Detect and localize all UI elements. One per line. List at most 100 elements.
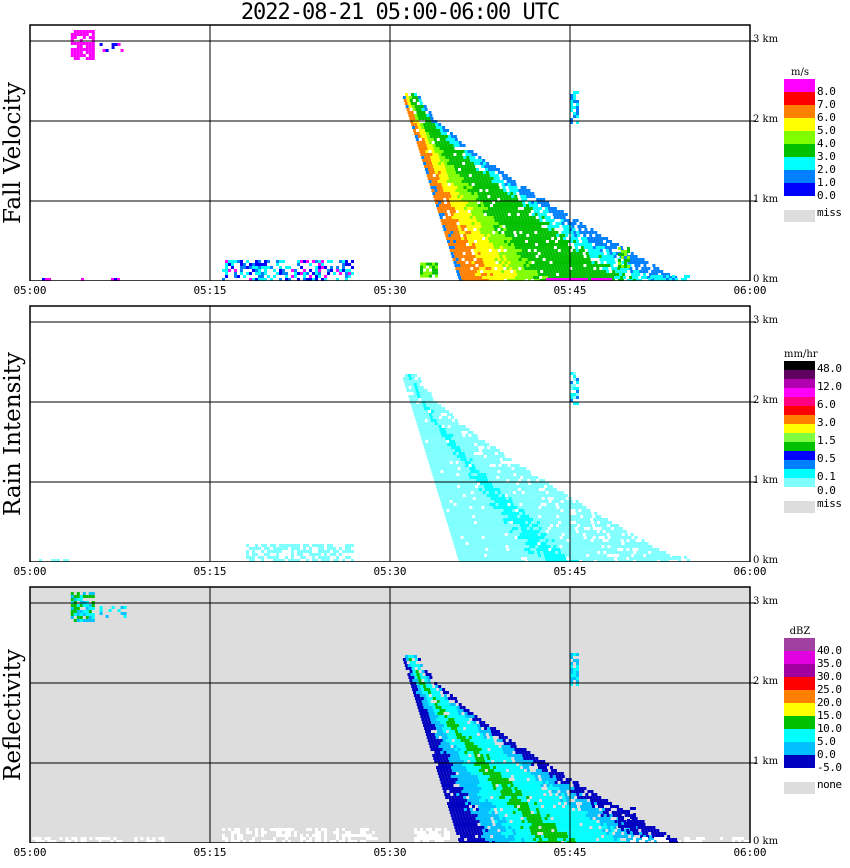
data-cell <box>432 425 436 428</box>
data-cell <box>424 718 428 721</box>
data-cell <box>412 380 416 383</box>
data-cell <box>500 500 504 503</box>
data-cell <box>600 278 603 281</box>
data-cell <box>530 228 534 231</box>
data-cell <box>457 428 461 431</box>
data-cell <box>466 264 470 267</box>
data-cell <box>572 539 576 542</box>
data-cell <box>309 278 312 281</box>
data-cell <box>496 488 500 491</box>
data-cell <box>622 255 626 258</box>
data-cell <box>525 231 529 234</box>
data-cell <box>484 527 488 530</box>
data-cell <box>521 530 525 533</box>
data-cell <box>461 733 465 736</box>
data-cell <box>528 201 532 204</box>
data-cell <box>459 521 462 524</box>
data-cell <box>479 500 483 503</box>
x-tick-label: 05:45 <box>553 565 587 578</box>
data-cell <box>585 278 588 281</box>
data-cell <box>494 479 498 482</box>
data-cell <box>468 715 472 718</box>
data-cell <box>463 554 467 557</box>
data-cell <box>522 542 526 545</box>
data-cell <box>539 237 543 240</box>
data-cell <box>565 273 569 276</box>
data-cell <box>79 54 83 57</box>
data-cell <box>475 476 479 479</box>
data-cell <box>418 428 422 431</box>
data-cell <box>546 278 549 281</box>
data-cell <box>483 240 486 243</box>
data-cell <box>447 231 451 234</box>
data-cell <box>429 416 433 419</box>
data-cell <box>540 533 544 536</box>
data-cell <box>603 533 607 536</box>
data-cell <box>462 231 466 234</box>
data-cell <box>571 527 575 530</box>
data-cell <box>454 428 458 431</box>
data-cell <box>456 183 460 186</box>
legend-label: 3.0 <box>817 416 836 429</box>
data-cell <box>474 715 478 718</box>
data-cell <box>450 162 454 165</box>
data-cell <box>549 494 553 497</box>
data-cell <box>627 261 631 264</box>
data-cell <box>570 118 573 121</box>
data-cell <box>418 147 422 150</box>
data-cell <box>436 186 440 189</box>
data-cell <box>594 542 598 545</box>
data-cell <box>539 267 543 270</box>
data-cell <box>533 267 537 270</box>
data-cell <box>522 201 526 204</box>
data-cell <box>471 201 475 204</box>
data-cell <box>498 213 502 216</box>
data-cell <box>469 727 473 730</box>
data-cell <box>446 742 450 745</box>
data-cell <box>515 470 519 473</box>
data-cell <box>522 512 526 515</box>
data-cell <box>499 204 502 207</box>
data-cell <box>480 551 484 554</box>
data-cell <box>452 422 456 425</box>
data-cell <box>430 739 434 742</box>
data-cell <box>432 153 436 156</box>
data-cell <box>518 500 522 503</box>
data-cell <box>524 500 528 503</box>
data-cell <box>436 407 440 410</box>
data-cell <box>572 219 576 222</box>
data-cell <box>449 712 453 715</box>
data-cell <box>520 234 524 237</box>
data-cell <box>457 264 461 267</box>
data-cell <box>421 419 425 422</box>
data-cell <box>91 42 95 45</box>
data-cell <box>476 440 480 443</box>
data-cell <box>461 189 465 192</box>
data-cell <box>489 201 493 204</box>
data-cell <box>519 279 522 281</box>
data-cell <box>422 132 426 135</box>
data-cell <box>610 545 614 548</box>
data-cell <box>348 547 351 550</box>
data-cell <box>439 195 443 198</box>
data-cell <box>687 559 690 562</box>
data-cell <box>484 446 488 449</box>
data-cell <box>562 527 566 530</box>
data-cell <box>303 278 306 281</box>
data-cell <box>426 135 430 138</box>
data-cell <box>70 42 74 45</box>
data-cell <box>539 530 543 533</box>
data-cell <box>514 506 518 509</box>
data-cell <box>450 464 454 467</box>
data-cell <box>581 548 585 551</box>
data-cell <box>422 159 426 162</box>
data-cell <box>424 126 428 129</box>
data-cell <box>425 159 429 162</box>
data-cell <box>571 255 575 258</box>
data-cell <box>524 258 528 261</box>
data-cell <box>549 503 553 506</box>
data-cell <box>501 213 505 216</box>
data-cell <box>479 479 483 482</box>
data-cell <box>495 464 499 467</box>
data-cell <box>426 144 430 147</box>
